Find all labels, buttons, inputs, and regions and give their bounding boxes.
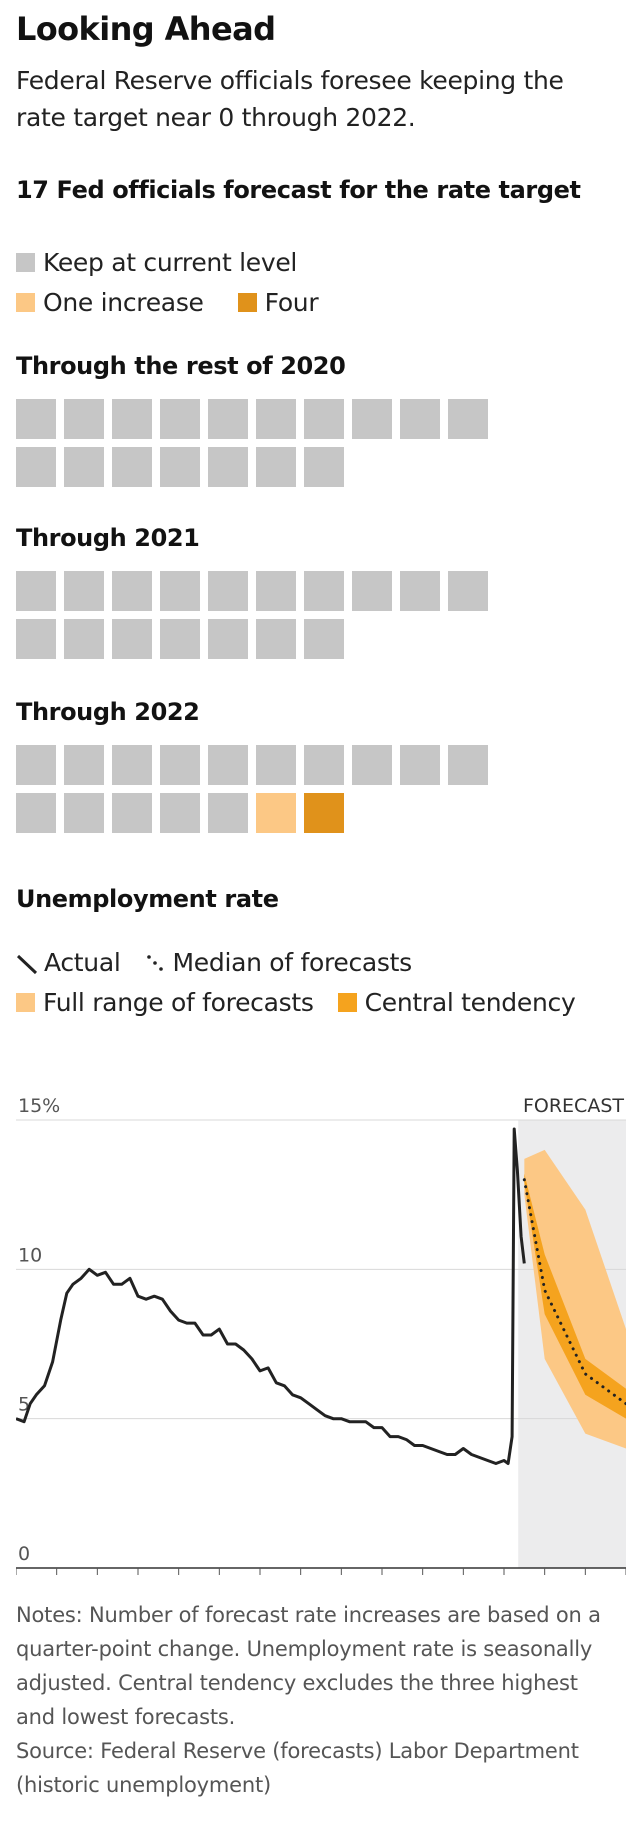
full-range-label: Full range of forecasts xyxy=(43,988,314,1017)
official-square-four-increases xyxy=(304,793,344,833)
official-square-keep xyxy=(448,399,488,439)
actual-line xyxy=(16,1127,526,1465)
official-square-keep xyxy=(304,745,344,785)
official-square-keep xyxy=(16,745,56,785)
official-square-keep xyxy=(112,447,152,487)
official-square-keep xyxy=(400,399,440,439)
dots-legend-keep: Keep at current level xyxy=(16,248,297,277)
notes-text: Notes: Number of forecast rate increases… xyxy=(16,1603,601,1729)
page-title: Looking Ahead xyxy=(16,10,276,48)
official-square-keep xyxy=(64,793,104,833)
official-square-keep xyxy=(256,447,296,487)
official-square-keep xyxy=(448,745,488,785)
unemployment-legend-lines: Actual Median of forecasts xyxy=(16,948,412,977)
official-square-keep xyxy=(160,447,200,487)
four-increases-label: Four xyxy=(264,288,319,317)
official-square-keep xyxy=(64,571,104,611)
official-square-keep xyxy=(352,745,392,785)
median-label: Median of forecasts xyxy=(172,948,413,977)
median-dotted-icon xyxy=(145,952,167,974)
official-square-keep xyxy=(160,619,200,659)
source-text: Source: Federal Reserve (forecasts) Labo… xyxy=(16,1739,579,1797)
full-range-swatch xyxy=(16,993,35,1012)
dots-heading: 17 Fed officials forecast for the rate t… xyxy=(16,176,581,204)
official-square-keep xyxy=(352,571,392,611)
group-title-2022: Through 2022 xyxy=(16,698,200,726)
official-square-keep xyxy=(160,399,200,439)
official-square-keep xyxy=(208,571,248,611)
official-square-keep xyxy=(16,619,56,659)
official-square-keep xyxy=(112,793,152,833)
y-tick-label: 10 xyxy=(18,1244,42,1266)
official-square-keep xyxy=(256,745,296,785)
official-square-keep xyxy=(256,571,296,611)
official-square-keep xyxy=(112,399,152,439)
official-square-keep xyxy=(16,571,56,611)
official-square-keep xyxy=(208,447,248,487)
official-square-keep xyxy=(160,571,200,611)
actual-label: Actual xyxy=(44,948,121,977)
official-square-keep xyxy=(256,619,296,659)
official-square-keep xyxy=(448,571,488,611)
official-square-keep xyxy=(208,745,248,785)
official-square-keep xyxy=(304,571,344,611)
official-square-keep xyxy=(304,619,344,659)
unemployment-heading: Unemployment rate xyxy=(16,885,279,913)
group-title-2021: Through 2021 xyxy=(16,524,200,552)
official-square-keep xyxy=(64,399,104,439)
one-increase-label: One increase xyxy=(43,288,204,317)
y-tick-label: 15% xyxy=(18,1095,60,1117)
unemployment-legend-bands: Full range of forecasts Central tendency xyxy=(16,988,576,1017)
notes: Notes: Number of forecast rate increases… xyxy=(16,1598,616,1802)
y-tick-label: 0 xyxy=(18,1543,30,1565)
actual-line-icon xyxy=(16,952,38,974)
official-square-keep xyxy=(400,571,440,611)
central-tendency-label: Central tendency xyxy=(364,988,576,1017)
official-square-keep xyxy=(112,619,152,659)
dots-legend-increase: One increase Four xyxy=(16,288,319,317)
forecast-label: FORECAST xyxy=(523,1095,624,1117)
group-title-2020: Through the rest of 2020 xyxy=(16,352,346,380)
official-square-keep xyxy=(304,447,344,487)
official-square-keep xyxy=(352,399,392,439)
keep-swatch xyxy=(16,253,35,272)
official-square-keep xyxy=(256,399,296,439)
official-square-keep xyxy=(16,447,56,487)
official-square-keep xyxy=(160,793,200,833)
official-square-keep xyxy=(208,793,248,833)
one-increase-swatch xyxy=(16,293,35,312)
official-square-keep xyxy=(400,745,440,785)
official-square-keep xyxy=(64,745,104,785)
official-square-one-increase xyxy=(256,793,296,833)
page-subtitle: Federal Reserve officials foresee keepin… xyxy=(16,66,564,132)
central-tendency-swatch xyxy=(337,993,357,1012)
official-square-keep xyxy=(208,399,248,439)
four-increases-swatch xyxy=(237,293,257,312)
official-square-keep xyxy=(16,399,56,439)
official-square-keep xyxy=(160,745,200,785)
official-square-keep xyxy=(64,447,104,487)
official-square-keep xyxy=(208,619,248,659)
official-square-keep xyxy=(64,619,104,659)
official-square-keep xyxy=(112,745,152,785)
official-square-keep xyxy=(16,793,56,833)
keep-label: Keep at current level xyxy=(43,248,298,277)
central-tendency-band xyxy=(524,1173,626,1419)
official-square-keep xyxy=(112,571,152,611)
median-line xyxy=(522,1178,626,1406)
official-square-keep xyxy=(304,399,344,439)
